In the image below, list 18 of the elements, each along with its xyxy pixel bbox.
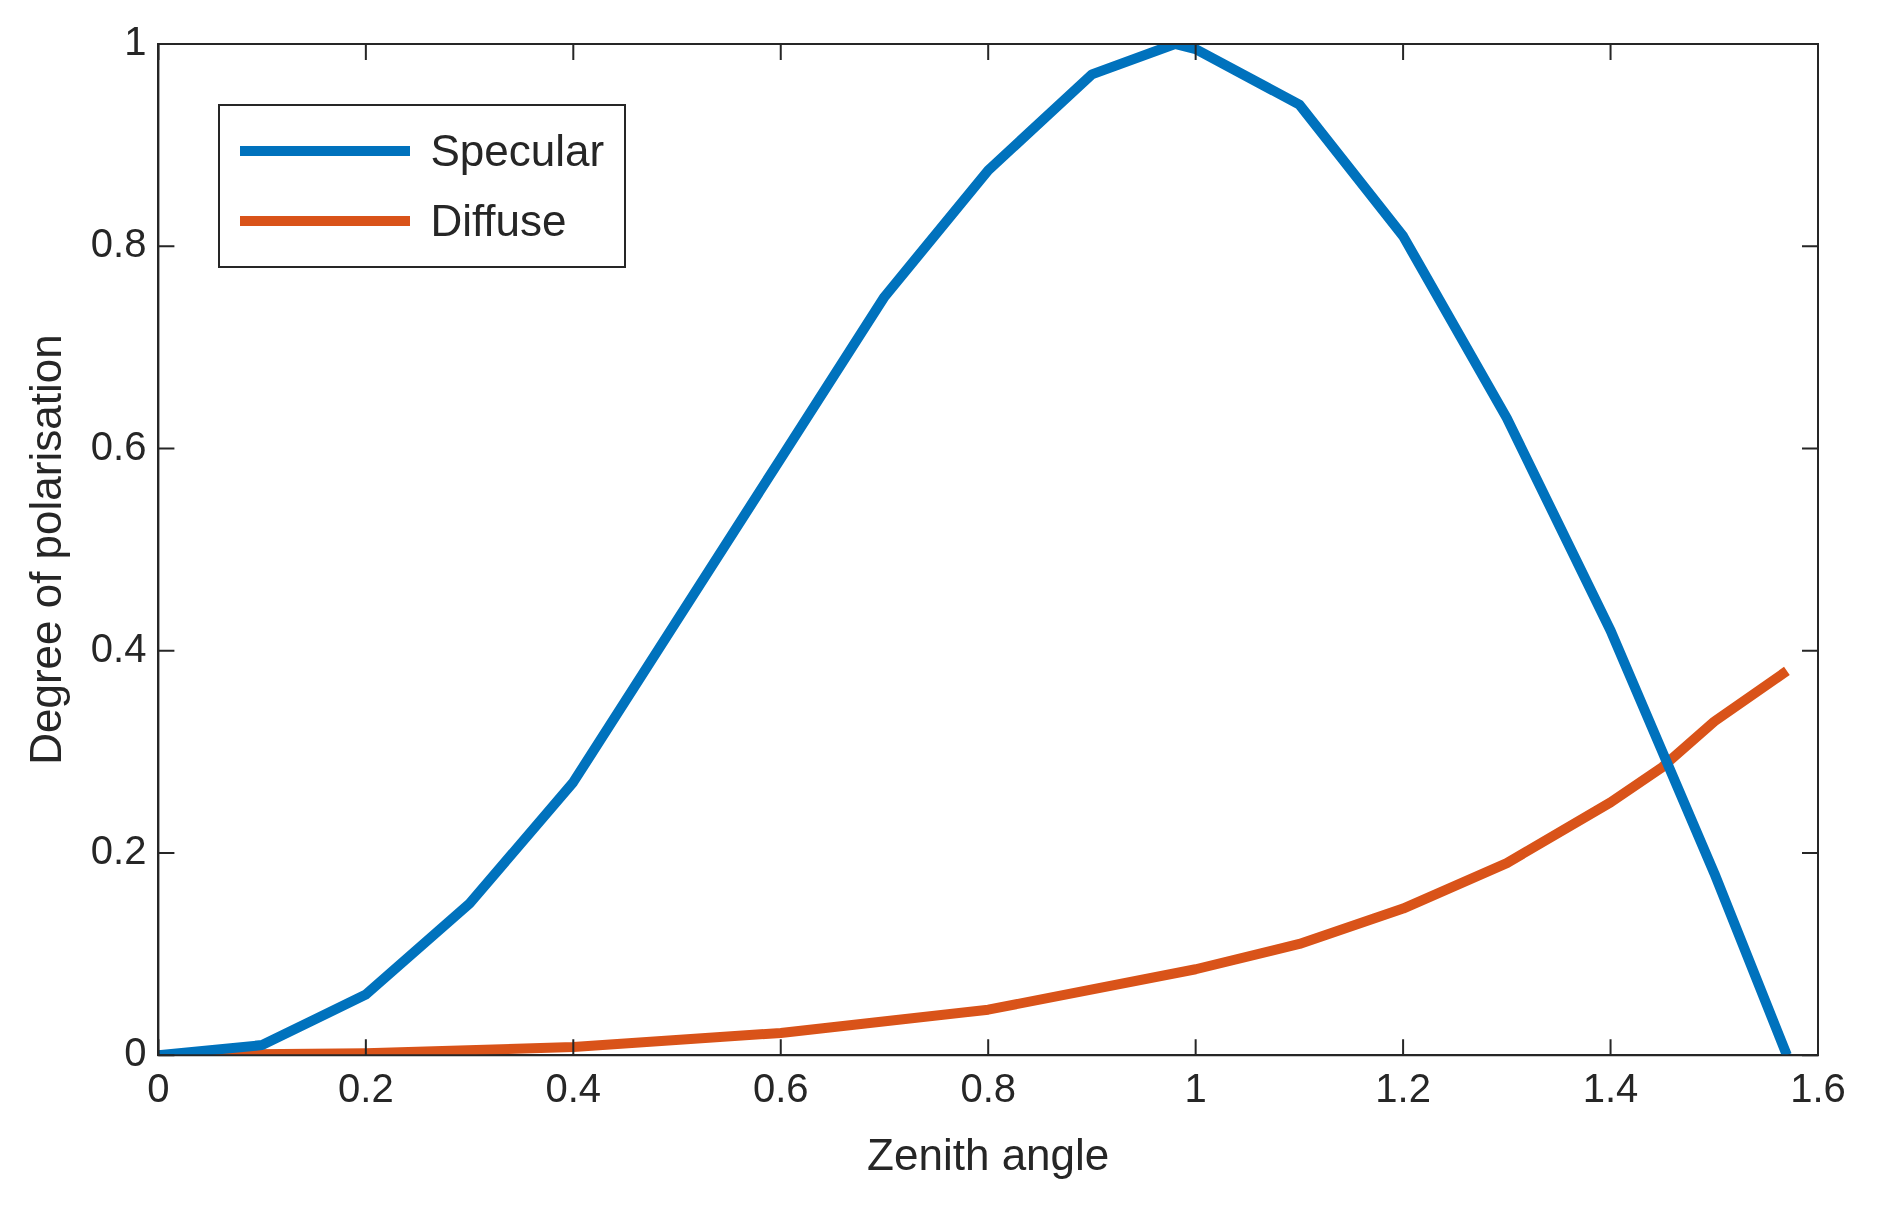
y-tick-label: 0.2: [90, 827, 147, 872]
y-tick-label: 0.8: [90, 221, 147, 266]
x-axis-title: Zenith angle: [867, 1129, 1110, 1179]
legend-label: Diffuse: [430, 196, 567, 246]
x-tick-label: 1: [1184, 1066, 1207, 1111]
x-tick-label: 0.6: [752, 1066, 809, 1111]
x-tick-label: 0.4: [545, 1066, 602, 1111]
x-tick-label: 0.2: [338, 1066, 394, 1111]
x-tick-label: 1.4: [1582, 1066, 1639, 1111]
y-tick-label: 0: [124, 1030, 147, 1075]
x-tick-label: 1.2: [1375, 1066, 1431, 1111]
legend-label: Specular: [430, 126, 605, 176]
y-axis-title: Degree of polarisation: [20, 334, 70, 765]
y-tick-label: 0.6: [90, 423, 147, 468]
x-tick-label: 1.6: [1790, 1066, 1846, 1111]
y-tick-label: 0.4: [90, 625, 147, 670]
y-tick-label: 1: [124, 19, 147, 64]
x-tick-label: 0.8: [960, 1066, 1017, 1111]
